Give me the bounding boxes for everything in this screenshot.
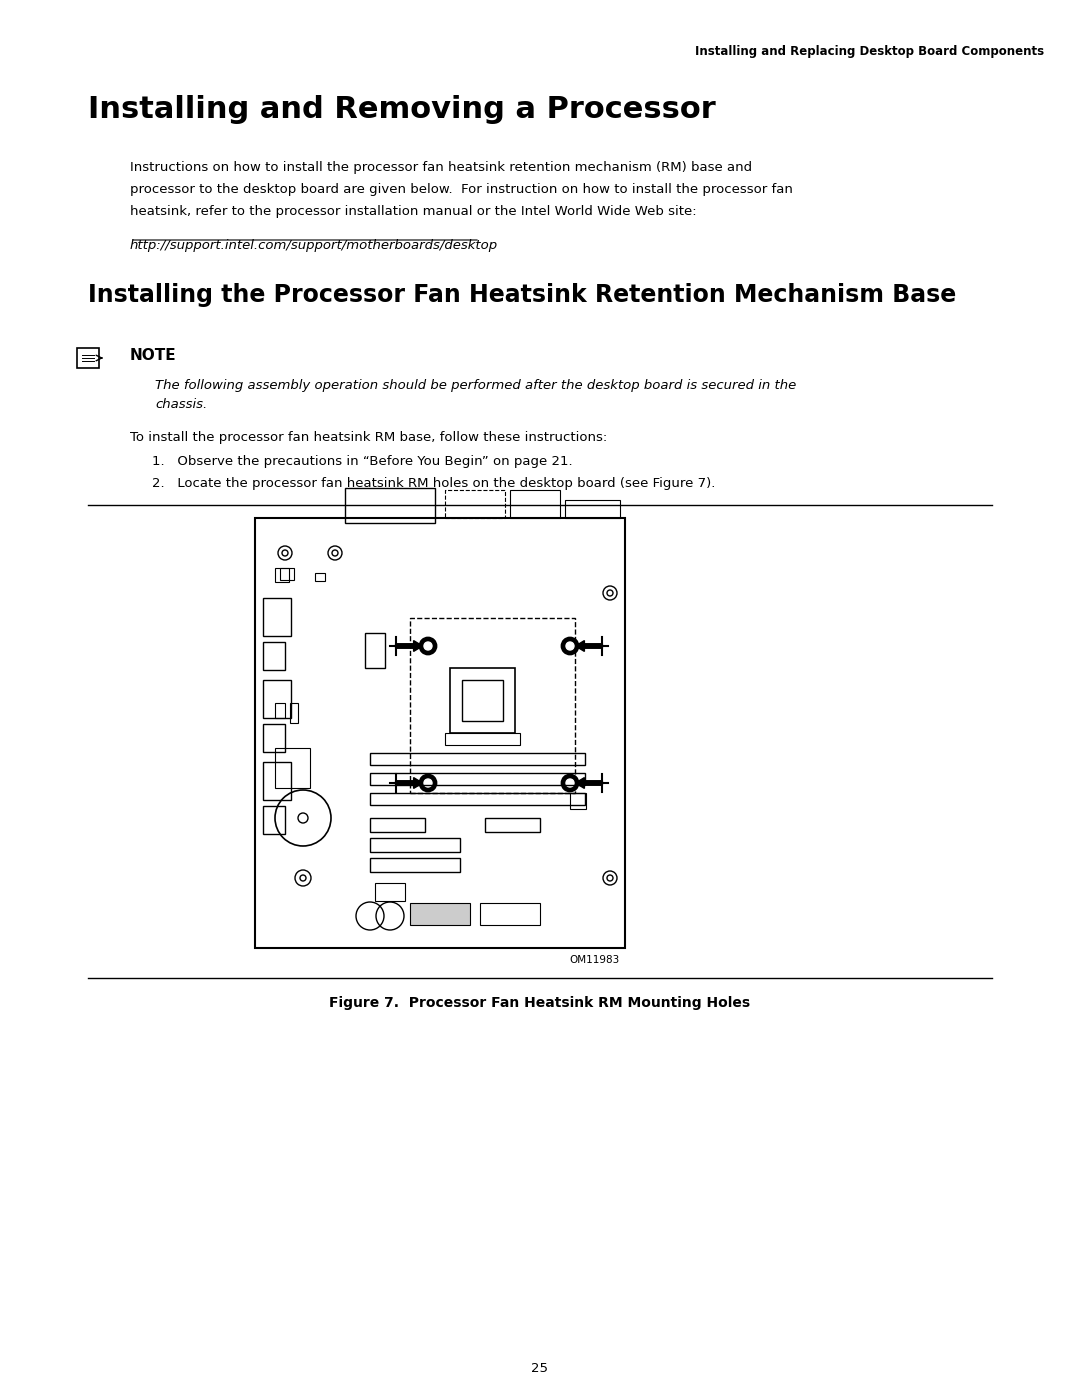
Text: NOTE: NOTE xyxy=(130,348,177,362)
Bar xyxy=(370,753,585,766)
Text: Installing and Removing a Processor: Installing and Removing a Processor xyxy=(87,95,716,124)
Bar xyxy=(480,902,540,925)
Bar xyxy=(345,488,435,522)
Bar xyxy=(450,668,515,733)
Bar xyxy=(370,819,426,833)
Bar xyxy=(410,902,470,925)
Bar xyxy=(485,819,540,833)
Bar xyxy=(370,858,460,872)
Bar xyxy=(264,598,291,636)
FancyArrow shape xyxy=(576,778,603,788)
Text: 2.   Locate the processor fan heatsink RM holes on the desktop board (see Figure: 2. Locate the processor fan heatsink RM … xyxy=(152,478,715,490)
Text: OM11983: OM11983 xyxy=(570,956,620,965)
Circle shape xyxy=(566,780,573,787)
Text: Figure 7.  Processor Fan Heatsink RM Mounting Holes: Figure 7. Processor Fan Heatsink RM Moun… xyxy=(329,996,751,1010)
Bar xyxy=(264,643,285,671)
Bar xyxy=(291,703,298,724)
FancyArrow shape xyxy=(576,641,603,651)
Bar xyxy=(445,733,519,745)
Circle shape xyxy=(424,643,432,650)
Bar xyxy=(370,773,585,785)
Bar xyxy=(280,569,294,580)
FancyBboxPatch shape xyxy=(77,348,99,367)
Circle shape xyxy=(424,780,432,787)
Text: Installing and Replacing Desktop Board Components: Installing and Replacing Desktop Board C… xyxy=(696,46,1044,59)
Text: heatsink, refer to the processor installation manual or the Intel World Wide Web: heatsink, refer to the processor install… xyxy=(130,205,697,218)
Text: chassis.: chassis. xyxy=(156,398,207,412)
Bar xyxy=(510,490,561,518)
FancyArrow shape xyxy=(395,641,422,651)
Text: http://support.intel.com/support/motherboards/desktop: http://support.intel.com/support/motherb… xyxy=(130,239,498,251)
Text: Instructions on how to install the processor fan heatsink retention mechanism (R: Instructions on how to install the proce… xyxy=(130,162,752,175)
Bar xyxy=(275,747,310,788)
Bar xyxy=(410,617,575,793)
Bar xyxy=(365,633,384,668)
Bar xyxy=(315,573,325,581)
Text: processor to the desktop board are given below.  For instruction on how to insta: processor to the desktop board are given… xyxy=(130,183,793,197)
Circle shape xyxy=(420,638,436,654)
Circle shape xyxy=(566,643,573,650)
Bar xyxy=(275,703,285,718)
Bar xyxy=(570,793,586,809)
Bar xyxy=(264,806,285,834)
Text: To install the processor fan heatsink RM base, follow these instructions:: To install the processor fan heatsink RM… xyxy=(130,432,607,444)
Circle shape xyxy=(420,775,436,791)
Text: Installing the Processor Fan Heatsink Retention Mechanism Base: Installing the Processor Fan Heatsink Re… xyxy=(87,284,956,307)
Bar xyxy=(370,838,460,852)
Bar xyxy=(445,490,505,518)
Bar xyxy=(264,761,291,800)
Bar xyxy=(370,793,585,805)
Bar xyxy=(375,883,405,901)
Circle shape xyxy=(562,775,578,791)
Bar xyxy=(565,500,620,518)
Text: 25: 25 xyxy=(531,1362,549,1375)
Text: The following assembly operation should be performed after the desktop board is : The following assembly operation should … xyxy=(156,379,796,391)
Bar xyxy=(275,569,289,583)
FancyArrow shape xyxy=(395,778,422,788)
Circle shape xyxy=(562,638,578,654)
Bar xyxy=(264,680,291,718)
Bar xyxy=(462,680,503,721)
Bar xyxy=(255,518,625,949)
Bar xyxy=(264,724,285,752)
Text: 1.   Observe the precautions in “Before You Begin” on page 21.: 1. Observe the precautions in “Before Yo… xyxy=(152,455,572,468)
